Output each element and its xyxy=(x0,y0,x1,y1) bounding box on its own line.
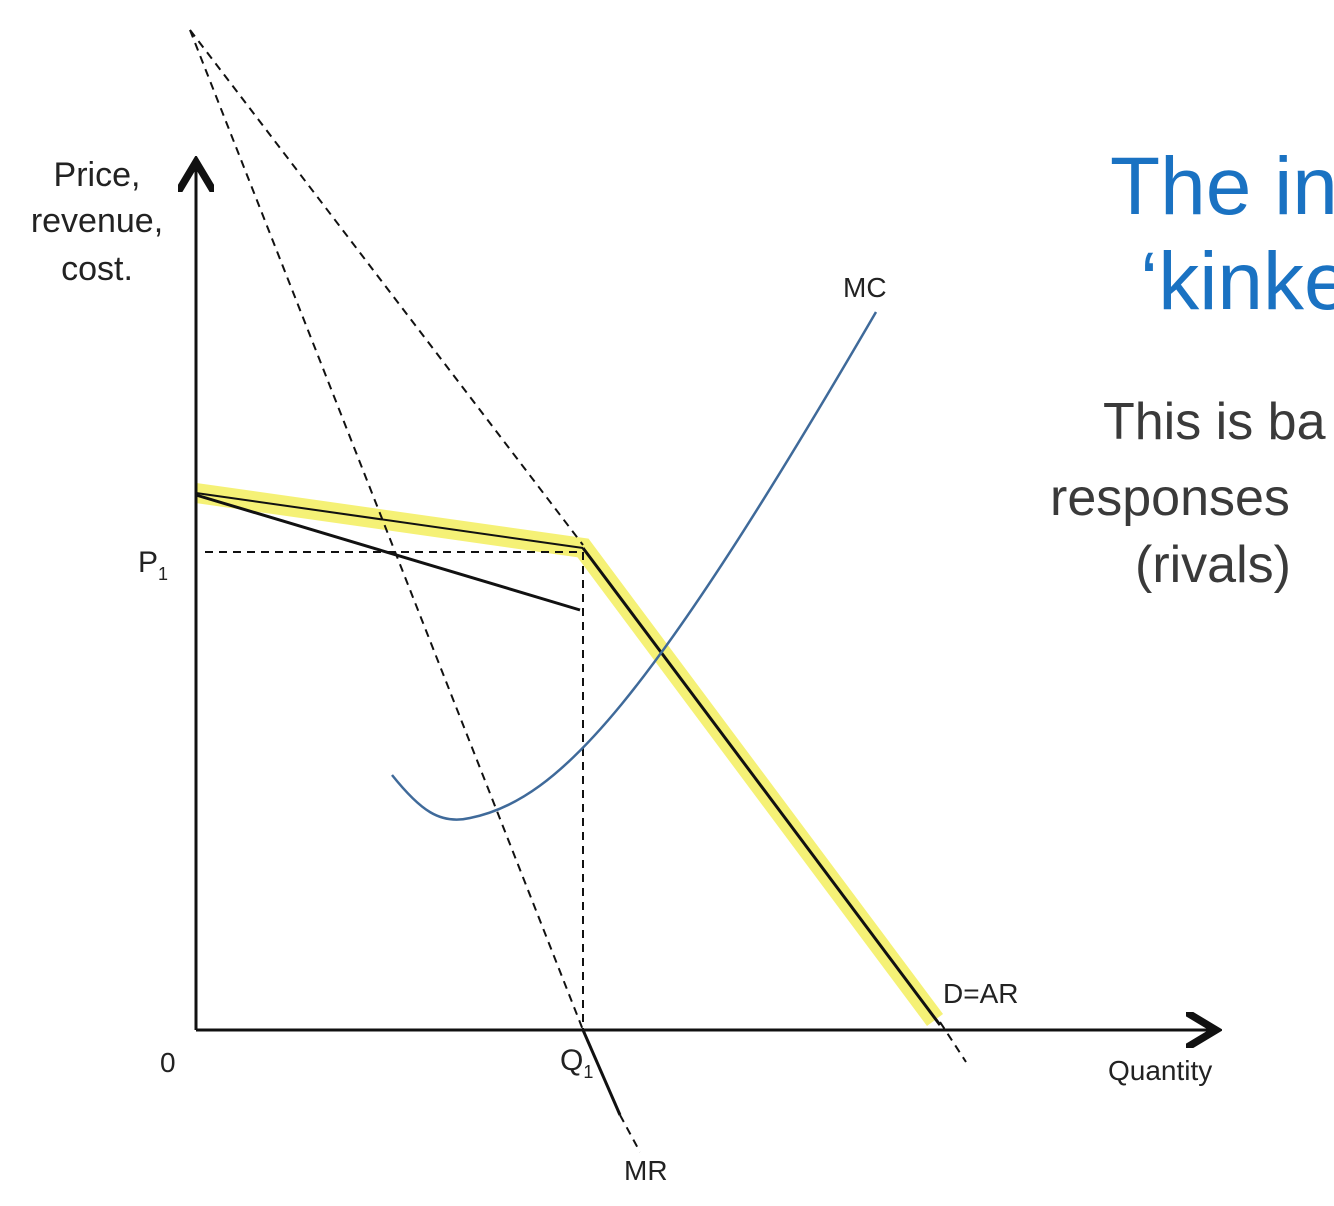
y-axis-label: revenue, xyxy=(31,202,163,240)
quantity-label: Q1 xyxy=(560,1044,593,1082)
price-label: P1 xyxy=(138,546,168,584)
x-axis-label: Quantity xyxy=(1108,1055,1212,1086)
demand-upper xyxy=(195,492,584,549)
slide-title: ‘kinke xyxy=(1140,236,1334,327)
origin-label: 0 xyxy=(160,1047,176,1078)
slide-title: The in xyxy=(1110,141,1334,232)
demand-extension xyxy=(189,29,584,546)
demand-lower xyxy=(581,547,942,1026)
label-main: P xyxy=(138,546,158,579)
mr-label: MR xyxy=(624,1155,668,1186)
slide-body: responses xyxy=(1050,469,1290,527)
mr-lower xyxy=(581,1029,622,1116)
slide-body: This is ba xyxy=(1103,393,1326,451)
demand-extension xyxy=(939,1021,967,1063)
mr-upper xyxy=(195,493,581,612)
mc-label: MC xyxy=(843,272,887,303)
slide-body: (rivals) xyxy=(1135,536,1291,594)
label-sub: 1 xyxy=(158,564,168,584)
demand-label: D=AR xyxy=(943,978,1018,1009)
label-sub: 1 xyxy=(583,1062,593,1082)
mc-curve xyxy=(391,311,878,821)
y-axis-label: cost. xyxy=(61,250,133,288)
label-main: Q xyxy=(560,1044,583,1077)
y-axis-label: Price, xyxy=(54,156,141,194)
mr-extension xyxy=(619,1114,641,1153)
mr-extension xyxy=(189,29,584,1031)
highlight xyxy=(194,483,944,1026)
